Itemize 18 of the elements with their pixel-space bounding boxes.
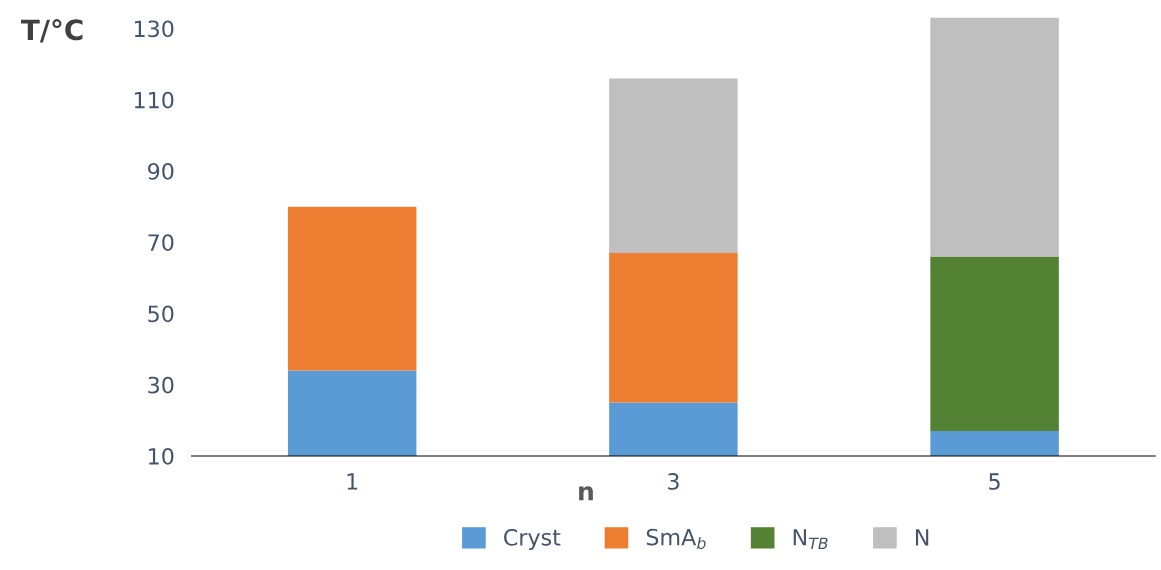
legend-label: N bbox=[915, 529, 929, 546]
y-tick-label: 50 bbox=[148, 305, 174, 323]
legend-label: N$_{TB}$ bbox=[793, 529, 828, 549]
bar bbox=[609, 78, 738, 253]
x-tick-label: 5 bbox=[989, 473, 1000, 490]
x-axis-title: n bbox=[579, 486, 593, 501]
legend-label: SmA$_{b}$ bbox=[646, 528, 706, 550]
y-tick-label: 90 bbox=[148, 162, 174, 180]
x-tick-label: 3 bbox=[668, 473, 679, 490]
y-tick-label: 110 bbox=[134, 91, 174, 109]
bar bbox=[930, 17, 1059, 257]
legend-label: Cryst bbox=[504, 528, 561, 550]
y-tick-label: 10 bbox=[149, 447, 174, 465]
y-tick-label: 130 bbox=[134, 20, 174, 38]
y-tick-label: 70 bbox=[148, 234, 174, 252]
y-tick-label: 30 bbox=[148, 376, 174, 394]
x-tick-label: 1 bbox=[347, 473, 358, 490]
y-axis-title: T/°C bbox=[21, 19, 83, 43]
